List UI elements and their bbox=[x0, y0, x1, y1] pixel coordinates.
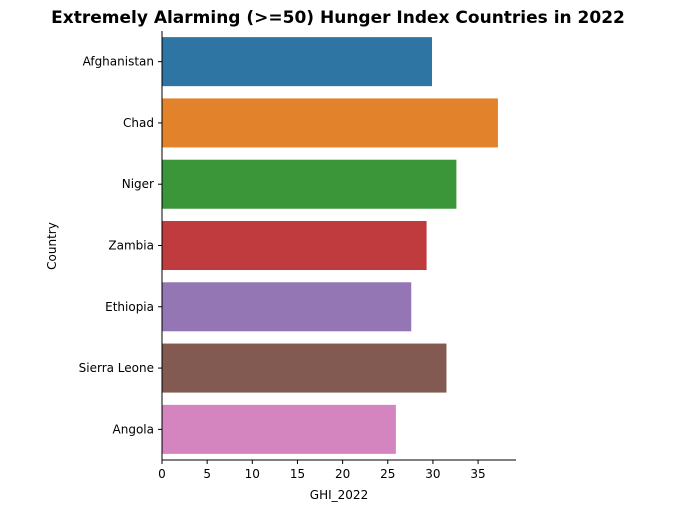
x-tick-label: 15 bbox=[290, 467, 305, 481]
bar-ethiopia bbox=[162, 282, 412, 332]
y-tick-label: Chad bbox=[123, 116, 154, 130]
x-tick-label: 0 bbox=[158, 467, 166, 481]
y-tick-label: Sierra Leone bbox=[79, 361, 154, 375]
y-axis-ticks: Afghanistan Chad Niger Zambia Ethiopia Sierra… bbox=[79, 55, 162, 436]
y-axis-label: Country bbox=[45, 222, 59, 270]
bars-layer bbox=[162, 37, 498, 454]
x-tick-label: 10 bbox=[245, 467, 260, 481]
bar-niger bbox=[162, 159, 457, 209]
x-axis-ticks: 0 5 10 15 20 25 30 35 bbox=[158, 460, 486, 481]
x-tick-label: 20 bbox=[335, 467, 350, 481]
y-tick-label: Zambia bbox=[108, 239, 154, 253]
x-tick-label: 35 bbox=[470, 467, 485, 481]
chart-title: Extremely Alarming (>=50) Hunger Index C… bbox=[51, 8, 625, 28]
y-tick-label: Niger bbox=[122, 177, 154, 191]
bar-afghanistan bbox=[162, 37, 433, 87]
y-tick-label: Ethiopia bbox=[105, 300, 154, 314]
y-tick-label: Afghanistan bbox=[83, 55, 154, 69]
x-tick-label: 30 bbox=[425, 467, 440, 481]
bar-sierra-leone bbox=[162, 343, 447, 393]
x-tick-label: 25 bbox=[380, 467, 395, 481]
y-tick-label: Angola bbox=[113, 422, 154, 436]
bar-zambia bbox=[162, 220, 427, 271]
x-tick-label: 5 bbox=[203, 467, 211, 481]
bar-angola bbox=[162, 404, 396, 454]
bar-chad bbox=[162, 98, 498, 148]
x-axis-label: GHI_2022 bbox=[310, 488, 368, 502]
